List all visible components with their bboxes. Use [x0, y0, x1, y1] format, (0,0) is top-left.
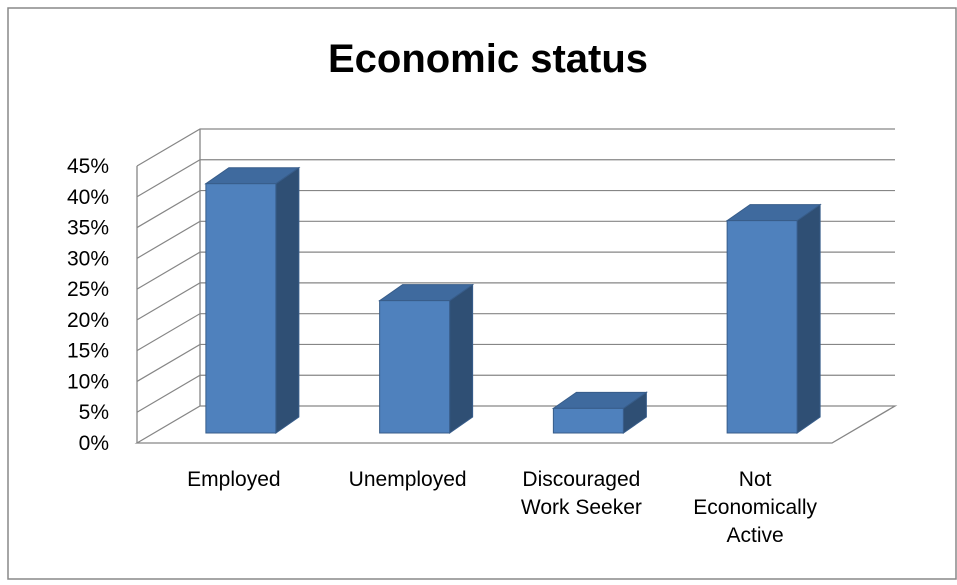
gridline [136, 313, 895, 352]
gridline [136, 343, 895, 382]
y-tick-label: 40% [67, 186, 109, 209]
y-tick-label: 5% [79, 401, 109, 424]
bar-side [275, 166, 300, 434]
y-tick-label: 20% [67, 309, 109, 332]
bar [551, 391, 648, 434]
bar [378, 283, 475, 434]
floor-outline [134, 405, 898, 444]
y-axis-ticks: 0% 5% 10% 15% 20% 25% 30% 35% 40% 45% [67, 155, 109, 455]
gridline [136, 251, 895, 290]
bar-front [726, 220, 798, 434]
bar-front [552, 407, 624, 434]
y-tick-label: 30% [67, 247, 109, 270]
x-category-label: Unemployed [349, 468, 467, 491]
chart-walls [134, 129, 898, 444]
bar-side [449, 283, 474, 434]
y-tick-label: 25% [67, 278, 109, 301]
y-tick-label: 10% [67, 370, 109, 393]
bar-front [379, 300, 451, 434]
gridline [136, 220, 895, 259]
x-category-label: Not Economically Active [693, 468, 817, 547]
x-category-label: Discouraged Work Seeker [521, 468, 642, 519]
y-tick-label: 35% [67, 217, 109, 240]
gridlines [136, 128, 895, 413]
chart-title: Economic status [328, 37, 648, 81]
bar [204, 166, 301, 434]
gridline [136, 282, 895, 321]
gridline [136, 374, 895, 413]
x-axis-labels: Employed Unemployed Discouraged Work Seeker… [187, 468, 817, 547]
gridline [136, 128, 895, 167]
y-tick-label: 15% [67, 340, 109, 363]
gridline [136, 189, 895, 229]
bars [204, 166, 822, 434]
y-tick-label: 0% [79, 432, 109, 455]
x-category-label: Employed [187, 468, 280, 491]
bar-front [205, 183, 277, 434]
bar-side [796, 203, 821, 434]
gridline [136, 159, 895, 198]
y-tick-label: 45% [67, 155, 109, 178]
bar [725, 203, 822, 434]
